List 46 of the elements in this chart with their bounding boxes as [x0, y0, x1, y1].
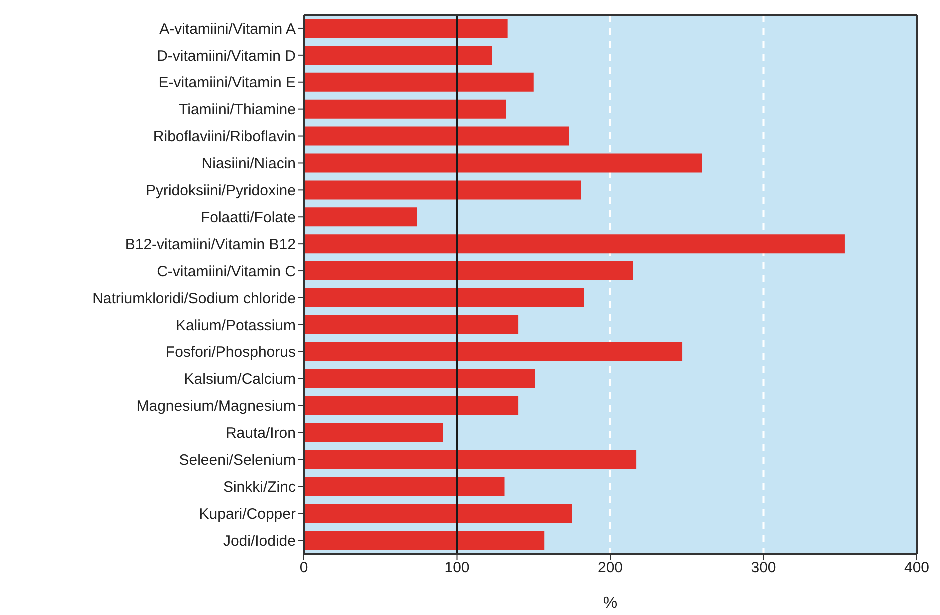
y-tick-label: Niasiini/Niacin: [202, 156, 296, 173]
y-tick-label: Sinkki/Zinc: [223, 478, 296, 496]
bar: [304, 396, 519, 416]
bar: [304, 72, 534, 92]
y-tick-label: E-vitamiini/Vitamin E: [158, 74, 296, 92]
y-tick-label: Natriumkloridi/Sodium chloride: [92, 290, 296, 308]
y-tick-label: Kupari/Copper: [199, 506, 296, 523]
bar: [304, 126, 570, 146]
x-tick-label: 100: [444, 560, 470, 577]
y-tick-label: Riboflaviini/Riboflavin: [153, 128, 296, 146]
bar: [304, 100, 506, 119]
y-tick-label: D-vitamiini/Vitamin D: [157, 48, 296, 65]
bar: [304, 234, 845, 254]
y-tick-label: Seleeni/Selenium: [179, 452, 296, 469]
x-tick-label: 300: [751, 560, 776, 577]
x-axis-title: %: [603, 595, 618, 612]
x-tick-label: 200: [598, 560, 624, 577]
bar: [304, 423, 444, 442]
bar: [304, 208, 418, 227]
y-tick-label: C-vitamiini/Vitamin C: [157, 263, 296, 280]
y-tick-label: Pyridoksiini/Pyridoxine: [146, 182, 296, 200]
bar: [304, 369, 536, 388]
bar: [304, 46, 492, 65]
bar: [304, 477, 505, 496]
y-tick-label: Fosfori/Phosphorus: [166, 344, 296, 362]
bar: [304, 504, 572, 524]
bar: [304, 450, 637, 470]
bar: [304, 19, 508, 38]
bar: [304, 154, 702, 173]
y-tick-label: Kalsium/Calcium: [184, 371, 296, 388]
y-tick-label: B12-vitamiini/Vitamin B12: [125, 236, 296, 254]
y-tick-label: Rauta/Iron: [226, 425, 296, 442]
y-tick-label: Jodi/Iodide: [223, 532, 296, 550]
bar: [304, 531, 545, 550]
bar: [304, 180, 582, 200]
bar: [304, 342, 683, 362]
x-tick-label: 0: [300, 560, 308, 577]
x-tick-label: 400: [904, 560, 930, 577]
y-tick-label: Folaatti/Folate: [200, 209, 296, 226]
bar: [304, 262, 634, 281]
y-tick-label: Magnesium/Magnesium: [136, 398, 296, 416]
y-tick-label: Kalium/Potassium: [176, 317, 296, 334]
y-tick-label: Tiamiini/Thiamine: [179, 102, 296, 119]
bar: [304, 288, 584, 308]
y-tick-label: A-vitamiini/Vitamin A: [160, 20, 296, 38]
bar: [304, 315, 519, 334]
